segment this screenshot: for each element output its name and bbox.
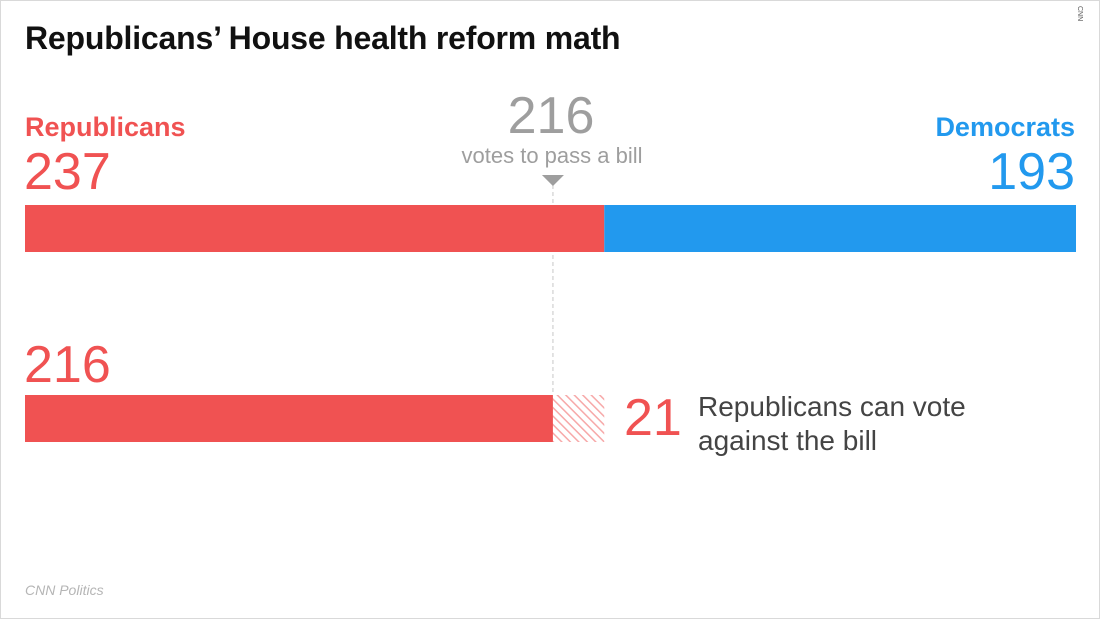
spare-votes-value: 21 (624, 389, 682, 447)
needed-votes-bar (25, 395, 553, 442)
threshold-value: 216 (507, 87, 595, 145)
threshold-marker (541, 175, 564, 186)
chart-title: Republicans’ House health reform math (25, 20, 621, 56)
threshold-label: votes to pass a bill (461, 143, 643, 168)
annotation-line-2: against the bill (698, 425, 878, 456)
annotation-line-1: Republicans can vote (698, 391, 966, 422)
republicans-label: Republicans (25, 112, 186, 142)
democrats-label: Democrats (935, 112, 1075, 142)
republican-seats-value: 237 (24, 143, 111, 201)
needed-votes-value: 216 (24, 336, 111, 394)
democrat-bar (604, 205, 1076, 252)
republican-bar (25, 205, 605, 252)
spare-votes-bar (552, 395, 605, 442)
spare-votes-annotation: Republicans can vote against the bill (698, 390, 1028, 458)
democrat-seats-value: 193 (988, 143, 1075, 201)
source-credit: CNN Politics (25, 582, 104, 598)
